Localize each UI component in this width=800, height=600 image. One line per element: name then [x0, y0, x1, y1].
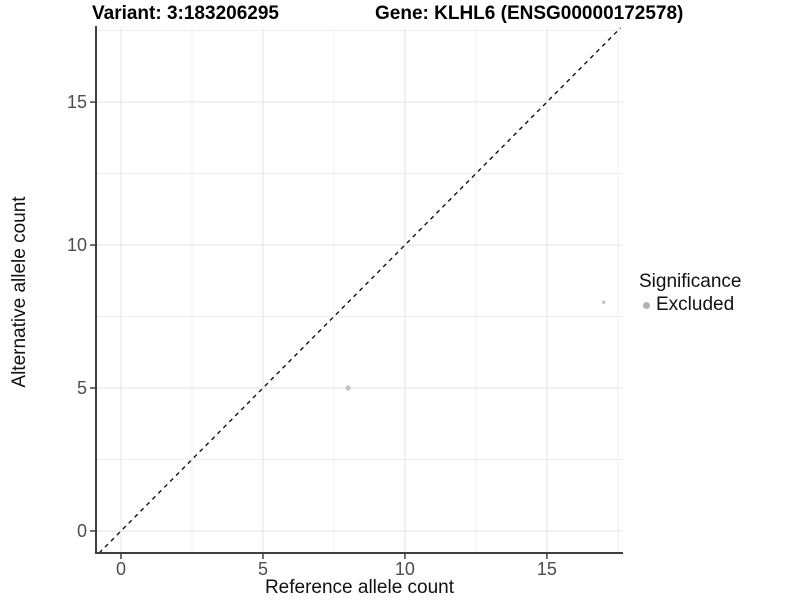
y-tick-label: 10: [67, 235, 87, 255]
x-tick-label: 15: [537, 559, 557, 579]
x-tick-label: 0: [116, 559, 126, 579]
legend-item-excluded: Excluded: [639, 294, 741, 316]
y-tick-label: 15: [67, 92, 87, 112]
data-point: [345, 385, 351, 391]
y-tick-label: 0: [77, 521, 87, 541]
y-tick-label: 5: [77, 378, 87, 398]
variant-title: Variant: 3:183206295: [92, 3, 279, 24]
data-point: [601, 300, 606, 304]
legend-title: Significance: [639, 271, 742, 292]
legend-key-dot-icon: [643, 301, 650, 309]
x-tick-label: 5: [258, 559, 268, 579]
x-tick-label: 10: [395, 559, 415, 579]
identity-dashed-line: [98, 27, 621, 554]
y-axis-title: Alternative allele count: [9, 196, 30, 388]
x-axis-title: Reference allele count: [264, 577, 455, 598]
legend-item-label: Excluded: [656, 294, 735, 315]
significance-legend: Significance Excluded: [639, 271, 741, 316]
gene-title: Gene: KLHL6 (ENSG00000172578): [375, 3, 684, 24]
